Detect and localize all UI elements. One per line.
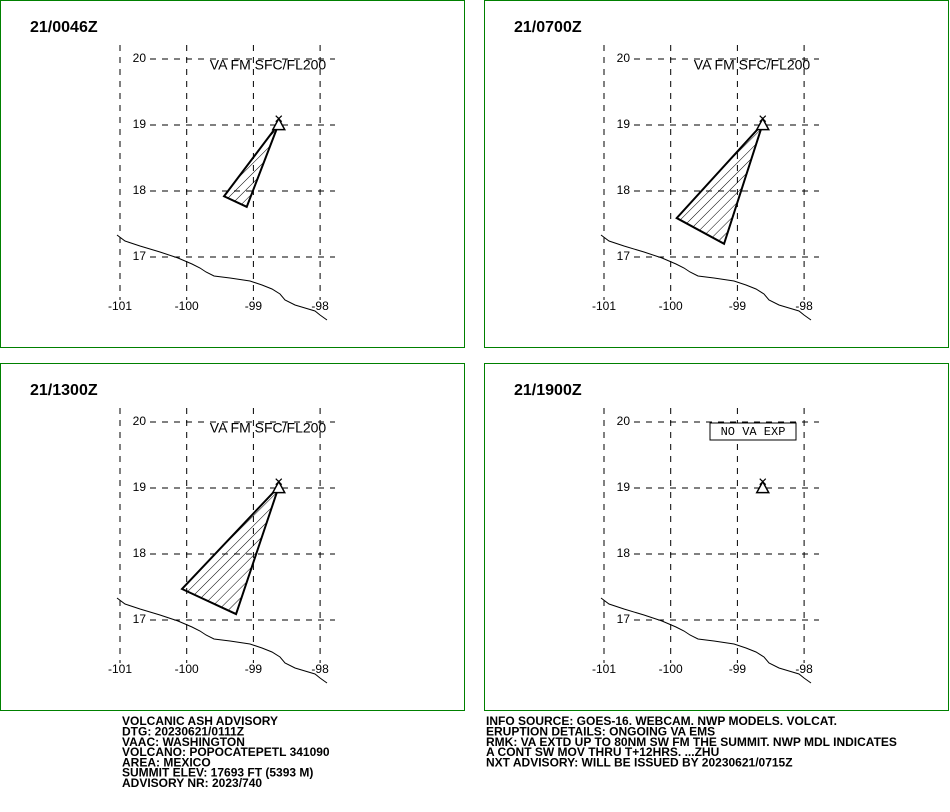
volcano-triangle xyxy=(271,480,287,494)
lat-label: 19 xyxy=(133,480,147,494)
lon-label: -99 xyxy=(729,299,747,313)
lon-label: -101 xyxy=(592,299,616,313)
valid-time: 21/0700Z xyxy=(514,19,582,36)
ash-polygon xyxy=(675,123,764,246)
volcano-cross xyxy=(759,478,767,486)
lat-label: 19 xyxy=(617,117,631,131)
lon-label: -100 xyxy=(659,299,683,313)
lat-label: 20 xyxy=(617,51,631,65)
lon-label: -99 xyxy=(245,299,263,313)
volcano-triangle xyxy=(271,117,287,131)
volcano-symbol xyxy=(755,478,771,494)
lon-label: -98 xyxy=(795,662,813,676)
advisory-line: INFO SOURCE: GOES-16. WEBCAM. NWP MODELS… xyxy=(486,714,837,728)
map-panel: 21/1900Z -101 -100 -99 -98 20 19 18 17 NO VA EXP xyxy=(484,363,949,711)
coastline xyxy=(116,234,328,321)
advisory-line: NXT ADVISORY: WILL BE ISSUED BY 20230621… xyxy=(486,755,793,769)
advisory-line: AREA: MEXICO xyxy=(122,755,211,769)
lat-label: 17 xyxy=(133,612,147,626)
coastline xyxy=(600,234,812,321)
lat-label: 19 xyxy=(617,480,631,494)
lat-label: 18 xyxy=(133,546,147,560)
lat-label: 17 xyxy=(617,612,631,626)
lon-label: -101 xyxy=(108,299,132,313)
valid-time: 21/0046Z xyxy=(30,19,98,36)
lat-label: 17 xyxy=(617,249,631,263)
advisory-line: VAAC: WASHINGTON xyxy=(122,735,245,749)
panel-border xyxy=(484,363,949,711)
map-panel: 21/1300Z -101 -100 -99 -98 20 19 18 17 VA FM SFC/… xyxy=(0,363,465,711)
advisory-line: RMK: VA EXTD UP TO 80NM SW FM THE SUMMIT… xyxy=(486,735,897,749)
lon-label: -101 xyxy=(592,662,616,676)
lon-label: -99 xyxy=(729,662,747,676)
annotation: NO VA EXP xyxy=(721,425,786,439)
advisory-line: SUMMIT ELEV: 17693 FT (5393 M) xyxy=(122,766,313,780)
map-panel: 21/0046Z -101 -100 -99 -98 20 19 18 17 VA FM SFC/… xyxy=(0,0,465,348)
lon-label: -98 xyxy=(311,299,329,313)
volcano-symbol xyxy=(271,115,287,131)
lat-label: 20 xyxy=(617,414,631,428)
volcano-symbol xyxy=(755,115,771,131)
lon-label: -100 xyxy=(175,662,199,676)
advisory-line: VOLCANIC ASH ADVISORY xyxy=(122,714,278,728)
volcano-triangle xyxy=(755,117,771,131)
volcano-cross xyxy=(275,478,283,486)
panel-border xyxy=(0,363,465,711)
lat-label: 17 xyxy=(133,249,147,263)
lon-label: -99 xyxy=(245,662,263,676)
annotation: VA FM SFC/FL200 xyxy=(210,420,327,436)
volcano-cross xyxy=(759,115,767,123)
coastline xyxy=(116,597,328,684)
lat-label: 18 xyxy=(617,546,631,560)
volcano-triangle xyxy=(755,480,771,494)
lat-label: 20 xyxy=(133,51,147,65)
lat-label: 18 xyxy=(133,183,147,197)
volcano-cross xyxy=(275,115,283,123)
lon-label: -98 xyxy=(311,662,329,676)
advisory-line: A CONT SW MOV THRU T+12HRS. ...ZHU xyxy=(486,745,719,759)
lon-label: -100 xyxy=(659,662,683,676)
lon-label: -98 xyxy=(795,299,813,313)
valid-time: 21/1900Z xyxy=(514,382,582,399)
coastline xyxy=(600,597,812,684)
panel-border xyxy=(484,0,949,348)
advisory-line: ERUPTION DETAILS: ONGOING VA EMS xyxy=(486,724,715,738)
lat-label: 19 xyxy=(133,117,147,131)
annotation-box xyxy=(709,422,797,441)
annotation: VA FM SFC/FL200 xyxy=(210,57,327,73)
advisory-line: VOLCANO: POPOCATEPETL 341090 xyxy=(122,745,330,759)
volcano-symbol xyxy=(271,478,287,494)
annotation: VA FM SFC/FL200 xyxy=(694,57,811,73)
lon-label: -100 xyxy=(175,299,199,313)
lat-label: 18 xyxy=(617,183,631,197)
ash-polygon xyxy=(222,123,280,209)
lon-label: -101 xyxy=(108,662,132,676)
ash-polygon xyxy=(180,485,280,616)
advisory-line: ADVISORY NR: 2023/740 xyxy=(122,776,262,790)
lat-label: 20 xyxy=(133,414,147,428)
map-panel: 21/0700Z -101 -100 -99 -98 20 19 18 17 VA FM SFC/… xyxy=(484,0,949,348)
panel-border xyxy=(0,0,465,348)
valid-time: 21/1300Z xyxy=(30,382,98,399)
advisory-line: DTG: 20230621/0111Z xyxy=(122,724,244,738)
